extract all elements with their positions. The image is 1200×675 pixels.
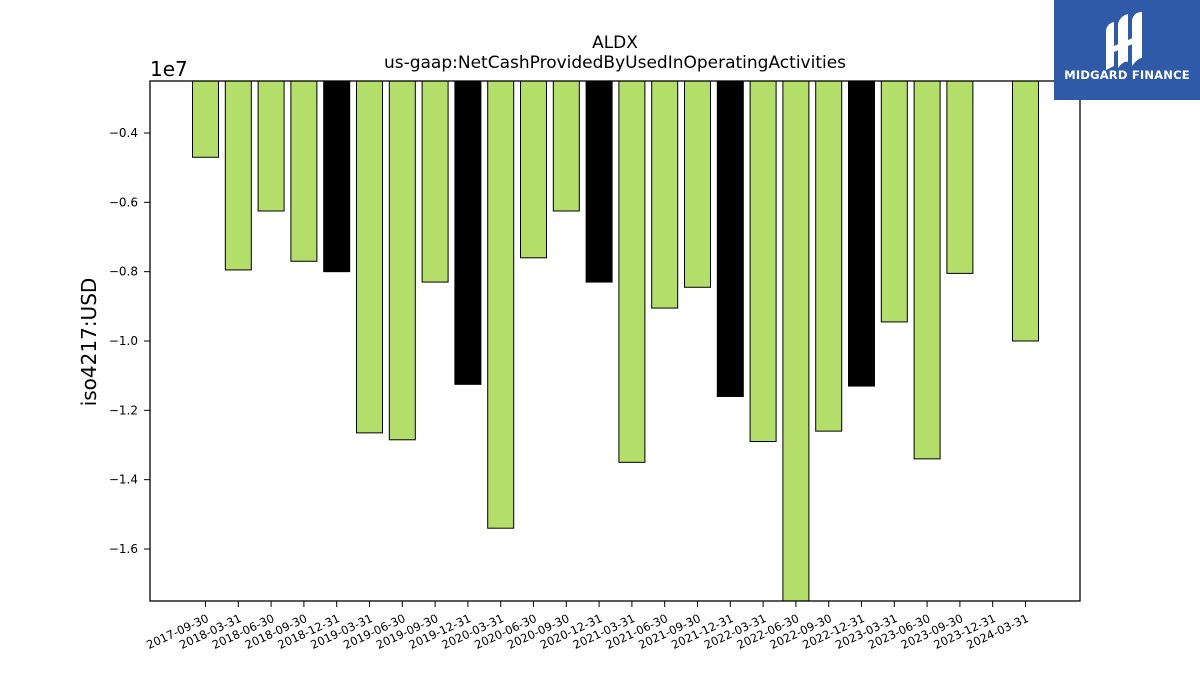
- bar-2024-03-31: [1012, 80, 1039, 342]
- bar-2019-09-30: [421, 80, 449, 283]
- bar-2020-12-31: [585, 80, 613, 283]
- y-offset-label: 1e7: [150, 57, 188, 81]
- bars-layer: [192, 80, 1039, 602]
- y-tick-label: −0.8: [109, 265, 138, 279]
- bar-2019-03-31: [356, 80, 383, 434]
- y-tick-label: −0.6: [109, 195, 138, 209]
- company-logo: MIDGARD FINANCE: [1054, 0, 1200, 100]
- y-tick-label: −0.4: [109, 126, 138, 140]
- bar-2023-06-30: [913, 80, 941, 460]
- bar-2020-06-30: [520, 80, 547, 259]
- company-name: MIDGARD FINANCE: [1064, 68, 1190, 82]
- bar-2020-09-30: [552, 80, 580, 212]
- bar-2017-09-30: [192, 80, 219, 158]
- bar-2022-06-30: [782, 80, 810, 602]
- chart-title: ALDX: [592, 33, 638, 53]
- bar-2018-12-31: [323, 80, 351, 273]
- x-ticks: 2017-09-302018-03-312018-06-302018-09-30…: [144, 601, 1031, 652]
- plot-frame: [149, 80, 1081, 602]
- bar-2023-09-30: [946, 80, 974, 274]
- y-axis-label: iso4217:USD: [77, 278, 101, 407]
- bar-2021-09-30: [684, 80, 711, 288]
- bar-2023-03-31: [880, 80, 908, 323]
- bar-2022-09-30: [815, 80, 843, 432]
- bar-2020-03-31: [487, 80, 515, 529]
- y-tick-label: −1.6: [109, 542, 138, 556]
- bar-2018-09-30: [290, 80, 318, 262]
- bar-2019-06-30: [388, 80, 416, 441]
- bar-2018-06-30: [257, 80, 285, 212]
- y-tick-label: −1.2: [109, 403, 138, 417]
- y-tick-label: −1.4: [109, 473, 138, 487]
- y-tick-label: −1.0: [109, 334, 138, 348]
- bar-2021-06-30: [651, 80, 679, 309]
- bar-2021-12-31: [716, 80, 744, 397]
- bar-2021-03-31: [618, 80, 646, 463]
- bar-2019-12-31: [454, 80, 482, 385]
- bar-2018-03-31: [224, 80, 252, 271]
- y-ticks: −0.4 −0.6 −0.8 −1.0 −1.2 −1.4 −1.6: [109, 126, 150, 556]
- bar-2022-12-31: [848, 80, 875, 387]
- midgard-logo-icon: [1106, 12, 1142, 70]
- bar-2022-03-31: [749, 80, 777, 443]
- chart-subtitle: us-gaap:NetCashProvidedByUsedInOperating…: [384, 53, 846, 73]
